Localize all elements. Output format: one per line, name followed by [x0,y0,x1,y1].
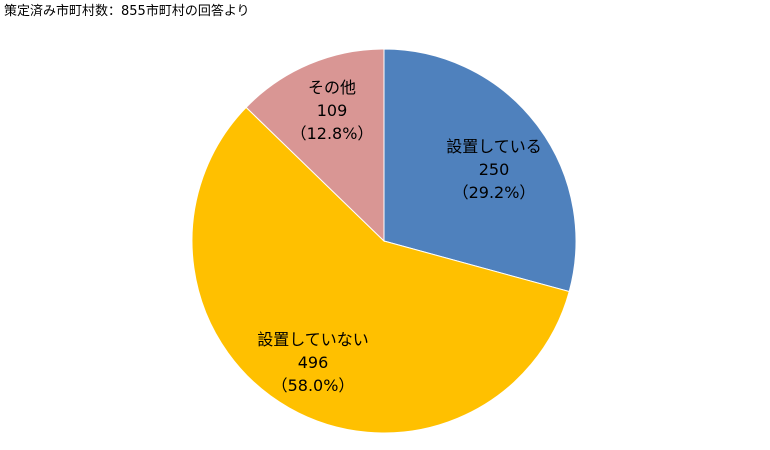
slice-1-name-label: 設置している [446,137,542,156]
slice-1-percent-label: （29.2%） [453,183,536,202]
slice-2-percent-label: （58.0%） [272,376,355,395]
slice-1-value-label: 250 [479,160,510,179]
pie-slice-2 [191,106,570,434]
slice-3-percent-label: （12.8%） [291,124,374,143]
slice-2-value-label: 496 [298,353,329,372]
pie-slice-1 [383,48,577,293]
pie-slice-3 [245,48,385,243]
slice-3-name-label: その他 [308,78,356,97]
slice-3-value-label: 109 [317,101,348,120]
slice-2-name-label: 設置していない [257,330,369,349]
chart-note: 策定済み市町村数：855市町村の回答より [4,4,250,19]
